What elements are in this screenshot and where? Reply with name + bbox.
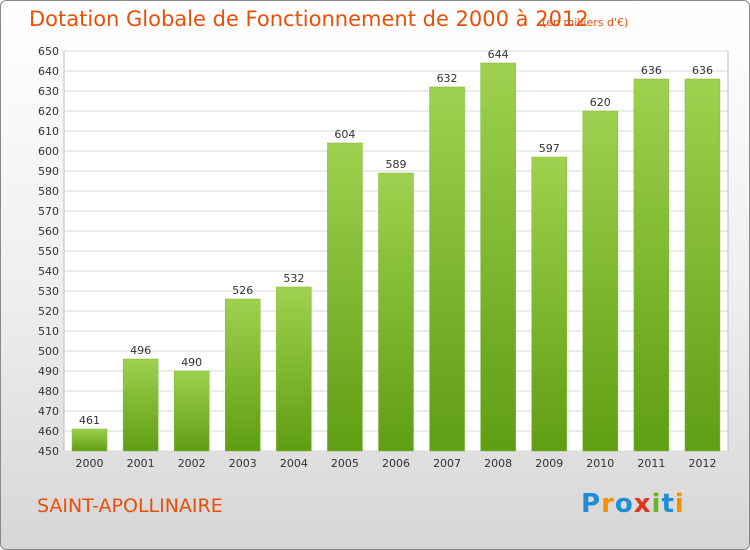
y-tick-label: 530 bbox=[38, 285, 59, 298]
logo-letter: o bbox=[614, 489, 634, 519]
x-axis: 2000 2001 2002 2003 2004 2005 2006 2007 2008 2009… bbox=[76, 457, 717, 470]
data-label: 589 bbox=[386, 158, 407, 171]
y-tick-label: 570 bbox=[38, 205, 59, 218]
y-tick-label: 480 bbox=[38, 385, 59, 398]
y-tick-label: 600 bbox=[38, 145, 59, 158]
y-tick-label: 650 bbox=[38, 45, 59, 58]
bar-2003 bbox=[225, 298, 261, 452]
bar-2012 bbox=[684, 78, 721, 452]
y-tick-label: 610 bbox=[38, 125, 59, 138]
y-tick-label: 630 bbox=[38, 85, 59, 98]
bar-2008 bbox=[480, 62, 516, 452]
x-tick-label: 2004 bbox=[280, 457, 308, 470]
x-tick-label: 2001 bbox=[127, 457, 155, 470]
chart-subtitle: (en milliers d'€) bbox=[542, 16, 629, 29]
chart-title: Dotation Globale de Fonctionnement de 20… bbox=[29, 7, 589, 31]
bar-2000 bbox=[71, 428, 108, 452]
logo-letter: r bbox=[601, 489, 615, 519]
y-tick-label: 560 bbox=[38, 225, 59, 238]
bar-2010 bbox=[582, 110, 619, 452]
data-labels: 461 496 490 526 532 604 589 632 644 597 620 636 636 bbox=[79, 48, 713, 427]
commune-name: SAINT-APOLLINAIRE bbox=[37, 495, 223, 517]
bar-2011 bbox=[633, 78, 670, 452]
y-tick-label: 520 bbox=[38, 305, 59, 318]
x-tick-label: 2003 bbox=[229, 457, 257, 470]
data-label: 461 bbox=[79, 414, 100, 427]
x-tick-label: 2002 bbox=[178, 457, 206, 470]
y-tick-label: 580 bbox=[38, 185, 59, 198]
bar-2005 bbox=[327, 142, 363, 452]
logo-letter: P bbox=[581, 489, 602, 519]
x-tick-label: 2011 bbox=[637, 457, 665, 470]
y-tick-label: 470 bbox=[38, 405, 59, 418]
y-axis: 450 460 470 480 490 500 510 520 530 540 550 560 570 5… bbox=[38, 45, 59, 458]
x-tick-label: 2012 bbox=[688, 457, 716, 470]
x-tick-label: 2006 bbox=[382, 457, 410, 470]
data-label: 597 bbox=[539, 142, 560, 155]
y-tick-label: 540 bbox=[38, 265, 59, 278]
logo-letter: x bbox=[633, 489, 652, 519]
y-tick-label: 450 bbox=[38, 445, 59, 458]
data-label: 604 bbox=[334, 128, 355, 141]
y-tick-label: 640 bbox=[38, 65, 59, 78]
bar-2002 bbox=[173, 370, 210, 452]
data-label: 636 bbox=[641, 64, 662, 77]
logo-letter: i bbox=[674, 489, 685, 519]
x-tick-label: 2010 bbox=[586, 457, 614, 470]
y-tick-label: 500 bbox=[38, 345, 59, 358]
bar-2006 bbox=[378, 172, 414, 452]
y-tick-label: 510 bbox=[38, 325, 59, 338]
proxiti-logo: Proxiti bbox=[581, 489, 685, 519]
data-label: 644 bbox=[488, 48, 509, 61]
y-tick-label: 460 bbox=[38, 425, 59, 438]
x-tick-label: 2009 bbox=[535, 457, 563, 470]
data-label: 532 bbox=[283, 272, 304, 285]
data-label: 620 bbox=[590, 96, 611, 109]
y-tick-label: 550 bbox=[38, 245, 59, 258]
bars bbox=[71, 62, 721, 452]
x-tick-label: 2000 bbox=[76, 457, 104, 470]
bar-2004 bbox=[276, 286, 312, 452]
logo-letter: t bbox=[661, 489, 675, 519]
x-tick-label: 2007 bbox=[433, 457, 461, 470]
y-tick-label: 590 bbox=[38, 165, 59, 178]
x-tick-label: 2005 bbox=[331, 457, 359, 470]
logo-letter: i bbox=[651, 489, 662, 519]
x-tick-label: 2008 bbox=[484, 457, 512, 470]
data-label: 496 bbox=[130, 344, 151, 357]
data-label: 636 bbox=[692, 64, 713, 77]
data-label: 490 bbox=[181, 356, 202, 369]
bar-2007 bbox=[429, 86, 465, 452]
y-tick-label: 620 bbox=[38, 105, 59, 118]
data-label: 526 bbox=[232, 284, 253, 297]
bar-2009 bbox=[531, 156, 567, 452]
y-tick-label: 490 bbox=[38, 365, 59, 378]
bar-2001 bbox=[122, 358, 159, 452]
data-label: 632 bbox=[437, 72, 458, 85]
